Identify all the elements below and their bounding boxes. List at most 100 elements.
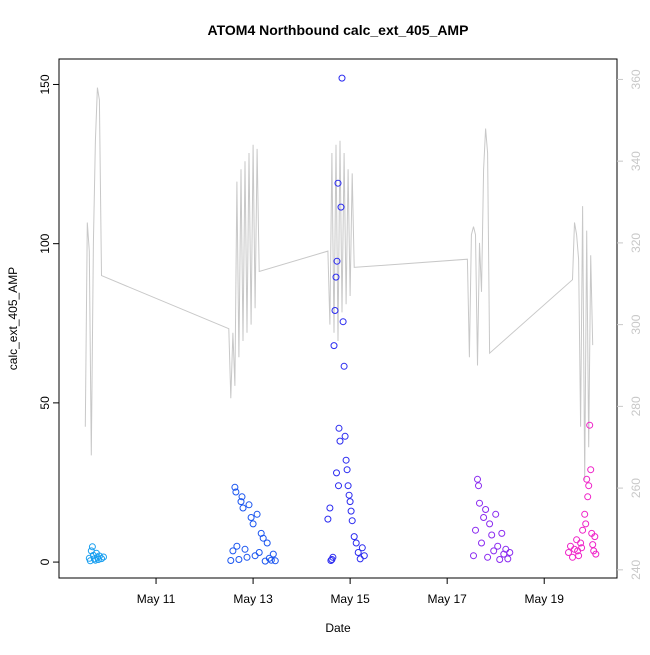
data-point (329, 553, 337, 561)
y-tick-label: 50 (38, 396, 52, 410)
data-point (337, 203, 345, 211)
data-point (579, 526, 587, 534)
data-point (100, 553, 107, 561)
data-point (237, 498, 245, 506)
data-point (360, 552, 368, 560)
data-point (583, 475, 591, 483)
data-point (235, 556, 243, 563)
data-point (578, 544, 586, 552)
data-point (494, 542, 502, 550)
data-point (326, 504, 334, 512)
y2-tick-label: 300 (629, 314, 643, 334)
data-point (346, 498, 354, 506)
y-tick-label: 150 (38, 74, 52, 94)
y-axis-label: calc_ext_405_AMP (6, 267, 20, 370)
x-tick-label: May 17 (427, 592, 467, 606)
data-point (340, 362, 348, 370)
data-point (259, 534, 267, 542)
data-point (229, 547, 237, 555)
x-tick-label: May 11 (137, 592, 176, 606)
data-point (358, 544, 366, 552)
data-point (490, 547, 498, 555)
data-point (255, 549, 263, 556)
data-point (232, 488, 240, 496)
data-point (472, 526, 479, 534)
plot-frame (58, 58, 618, 579)
data-point (347, 507, 355, 515)
data-point (589, 541, 597, 549)
data-point (577, 539, 585, 547)
data-point (480, 514, 488, 521)
data-point (584, 493, 592, 501)
data-point (482, 506, 490, 513)
data-point (492, 510, 500, 518)
data-point (238, 493, 246, 501)
data-point (335, 424, 343, 432)
data-point (488, 531, 496, 539)
y2-tick-label: 260 (629, 478, 643, 498)
data-point (476, 499, 483, 507)
data-point (245, 501, 253, 509)
data-point (575, 552, 583, 560)
y2-tick-label: 340 (629, 151, 643, 171)
data-point (324, 515, 332, 523)
data-point (498, 529, 506, 537)
data-point (334, 179, 342, 187)
data-point (592, 550, 600, 558)
data-point (352, 539, 360, 547)
data-point (581, 510, 589, 518)
series-line (84, 87, 594, 480)
data-point (474, 475, 481, 483)
data-point (343, 466, 351, 474)
x-tick-label: May 13 (233, 592, 273, 606)
data-point (586, 421, 594, 429)
data-point (88, 543, 96, 551)
data-point (470, 552, 477, 560)
data-point (573, 536, 581, 544)
chart-title: ATOM4 Northbound calc_ext_405_AMP (208, 22, 469, 38)
data-point (239, 504, 247, 512)
data-point (342, 456, 350, 464)
data-point (271, 557, 279, 565)
x-tick-label: May 19 (525, 592, 565, 606)
data-point (496, 556, 504, 563)
data-point (475, 482, 482, 490)
data-point (345, 491, 353, 499)
data-point (478, 539, 485, 547)
y-tick-label: 0 (38, 558, 52, 565)
data-point (333, 257, 341, 265)
data-point (243, 553, 251, 561)
data-point (339, 318, 347, 326)
x-axis-label: Date (325, 621, 351, 635)
data-point (269, 550, 277, 558)
data-point (587, 466, 595, 474)
data-point (585, 482, 593, 490)
y2-tick-label: 320 (629, 233, 643, 253)
data-point (591, 533, 599, 541)
data-point (332, 273, 340, 281)
data-point (249, 520, 257, 528)
y-tick-label: 100 (38, 233, 52, 253)
data-point (251, 552, 259, 560)
data-point (330, 342, 338, 350)
data-point (567, 542, 574, 550)
data-point (263, 539, 271, 547)
data-point (348, 517, 356, 525)
data-point (233, 542, 241, 550)
data-point (506, 549, 514, 556)
data-point (338, 74, 346, 82)
data-point (350, 533, 358, 541)
data-point (354, 549, 362, 556)
data-point (231, 483, 239, 491)
data-point (341, 432, 349, 440)
data-point (504, 555, 512, 563)
data-point (267, 556, 275, 564)
data-point (344, 482, 352, 490)
data-point (582, 520, 590, 528)
data-point (265, 554, 273, 562)
data-point (335, 482, 342, 490)
data-point (565, 549, 572, 556)
y2-tick-label: 280 (629, 396, 643, 416)
data-point (253, 510, 261, 518)
